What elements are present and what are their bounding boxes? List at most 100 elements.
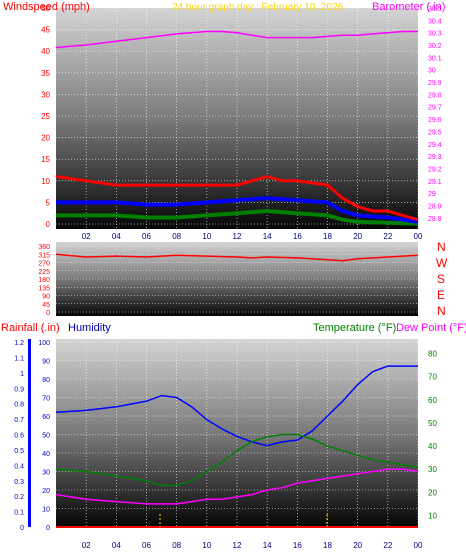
barometer-tick-label: 30.2 [428, 43, 442, 50]
windspeed-tick-label: 50 [41, 4, 50, 13]
direction-tick-label: 180 [38, 277, 50, 284]
direction-tick-label: 315 [38, 252, 50, 259]
humidity-tick-label: 30 [42, 470, 50, 477]
humidity-tick-label: 90 [42, 359, 50, 366]
windspeed-tick-label: 5 [46, 198, 51, 207]
windspeed-tick-label: 40 [41, 47, 50, 56]
dewpoint-axis-title: Dew Point (°F) [396, 322, 466, 334]
wind-time-tick-label: 02 [82, 232, 91, 241]
wind-time-tick-label: 06 [142, 232, 151, 241]
rainfall-axis-title: Rainfall (.in) [1, 322, 60, 334]
barometer-tick-label: 30.5 [428, 6, 442, 13]
barometer-tick-label: 29.2 [428, 166, 442, 173]
barometer-tick-label: 30.1 [428, 55, 442, 62]
humidity-line [55, 365, 418, 447]
barometer-tick-label: 28.8 [428, 216, 442, 223]
windspeed-tick-label: 25 [41, 112, 50, 121]
temp-time-tick-label: 20 [353, 541, 362, 550]
wind-time-tick-label: 18 [323, 232, 332, 241]
temperature-axis-title: Temperature (°F) [313, 322, 396, 334]
wind-time-tick-label: 14 [263, 232, 272, 241]
windspeed-tick-label: 45 [41, 26, 50, 35]
rainfall-tick-label: 1.2 [14, 340, 24, 347]
wind-time-tick-label: 04 [112, 232, 121, 241]
windspeed-axis-title: Windspeed (mph) [3, 1, 90, 13]
humidity-tick-label: 70 [42, 396, 50, 403]
rainfall-tick-label: 0.7 [14, 417, 24, 424]
humidity-tick-label: 10 [42, 507, 50, 514]
windspeed-tick-label: 35 [41, 69, 50, 78]
rainfall-tick-label: 1 [20, 371, 24, 378]
temperature-tick-label: 40 [428, 442, 437, 451]
dewpoint-line [55, 468, 419, 505]
barometer-tick-label: 30.3 [428, 31, 442, 38]
direction-label-n-bottom: N [437, 304, 446, 318]
temp-time-tick-label: 06 [142, 541, 151, 550]
direction-label-w: W [436, 256, 448, 270]
wind-time-tick-label: 16 [293, 232, 302, 241]
wind-time-tick-label: 22 [383, 232, 392, 241]
temp-time-tick-label: 16 [293, 541, 302, 550]
rainfall-tick-label: 0.6 [14, 433, 24, 440]
wind-time-tick-label: 12 [233, 232, 242, 241]
direction-tick-label: 90 [42, 294, 50, 301]
temp-time-tick-label: 18 [323, 541, 332, 550]
wind-direction-line [55, 253, 419, 262]
humidity-tick-label: 80 [42, 377, 50, 384]
barometer-tick-label: 29.5 [428, 129, 442, 136]
temp-time-tick-label: 14 [263, 541, 272, 550]
barometer-tick-label: 29 [428, 191, 436, 198]
direction-tick-label: 225 [38, 269, 50, 276]
temp-time-tick-label: 08 [172, 541, 181, 550]
wind-time-tick-label: 20 [353, 232, 362, 241]
barometer-tick-label: 30 [428, 68, 436, 75]
windspeed-tick-label: 0 [46, 220, 51, 229]
rainfall-tick-label: 0.4 [14, 463, 24, 470]
wind-time-tick-label: 08 [172, 232, 181, 241]
direction-label-s: S [437, 272, 445, 286]
humidity-axis-title: Humidity [68, 322, 111, 334]
temperature-tick-label: 70 [428, 373, 437, 382]
temperature-tick-label: 50 [428, 419, 437, 428]
humidity-tick-label: 100 [38, 340, 50, 347]
wind-time-tick-label: 10 [202, 232, 211, 241]
direction-tick-label: 0 [46, 310, 50, 317]
windspeed-line [55, 174, 419, 222]
barometer-tick-label: 29.9 [428, 80, 442, 87]
wind-average-line [56, 196, 419, 224]
humidity-tick-label: 20 [42, 488, 50, 495]
direction-label-e: E [437, 288, 445, 302]
graph-date-title: 24 hour graph day : February 10, 2026 [172, 2, 344, 13]
temp-time-tick-label: 12 [233, 541, 242, 550]
rainfall-tick-label: 1.1 [14, 355, 24, 362]
grid-lines [56, 7, 419, 528]
temperature-tick-label: 80 [428, 350, 437, 359]
temp-time-tick-label: 00 [414, 541, 423, 550]
direction-tick-label: 45 [42, 302, 50, 309]
barometer-tick-label: 29.4 [428, 142, 442, 149]
barometer-tick-label: 29.8 [428, 92, 442, 99]
humidity-tick-label: 60 [42, 414, 50, 421]
temperature-tick-label: 20 [428, 488, 437, 497]
humidity-tick-label: 50 [42, 433, 50, 440]
humidity-tick-label: 0 [46, 525, 50, 532]
direction-label-n-top: N [437, 240, 446, 254]
barometer-tick-label: 29.7 [428, 105, 442, 112]
rainfall-tick-label: 0.5 [14, 448, 24, 455]
rainfall-tick-label: 0.2 [14, 494, 24, 501]
temp-time-tick-label: 10 [202, 541, 211, 550]
windspeed-tick-label: 10 [41, 177, 50, 186]
temp-time-tick-label: 02 [82, 541, 91, 550]
wind-time-tick-label: 00 [414, 232, 423, 241]
temp-time-tick-label: 04 [112, 541, 121, 550]
windspeed-tick-label: 20 [41, 134, 50, 143]
windspeed-tick-label: 30 [41, 90, 50, 99]
temperature-tick-label: 10 [428, 511, 437, 520]
rainfall-tick-label: 0.9 [14, 386, 24, 393]
temperature-line [55, 433, 419, 487]
rainfall-tick-label: 0 [20, 525, 24, 532]
direction-tick-label: 360 [38, 244, 50, 251]
direction-tick-label: 135 [38, 285, 50, 292]
